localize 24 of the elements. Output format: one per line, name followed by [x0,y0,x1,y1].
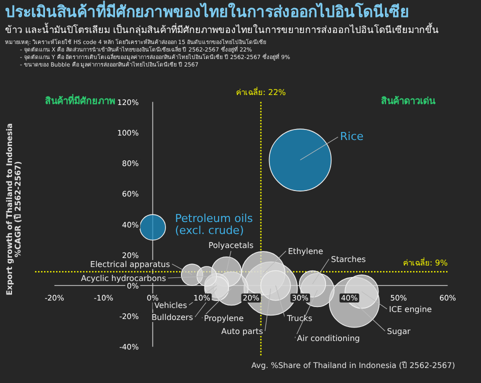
annotation: Ethylene [288,247,324,256]
annotation: Rice [340,130,364,143]
annotation: Starches [331,255,366,264]
annotation: Auto parts [221,327,263,336]
annotation: สินค้าดาวเด่น [381,95,436,107]
chart-title: ประเมินสินค้าที่มีศักยภาพของไทยในการส่งออกไปอินโดนีเซีย [5,0,409,21]
annotation: Trucks [286,314,312,323]
label: Rice [300,130,364,160]
annotation: Sugar [387,327,412,336]
annotation: ICE engine [389,305,432,314]
annotation: Air conditioning [297,334,360,343]
label: Petroleum oils (excl. crude) [175,212,253,238]
ref-line-label: ค่าเฉลี่ย: 9% [402,256,448,268]
chart-subtitle: ข้าว และน้ำมันปิโตรเลียม เป็นกลุ่มสินค้าที่มีศักยภาพของไทยในการขยายการส่งออกไปอินโดนีเซียมากขึ้น [5,22,440,36]
annotation: สินค้าที่มีศักยภาพ [45,93,115,107]
annotation: Propylene [204,314,244,323]
label: Polyacetals [206,241,256,272]
label: Acyclic hydrocarbons [80,274,208,283]
annotation: Polyacetals [208,241,254,250]
ref-line-label: ค่าเฉลี่ย: 22% [236,86,286,97]
annotation: Acyclic hydrocarbons [81,274,166,283]
annotation: Vehicles [154,301,187,310]
annotation: Electrical apparatus [90,260,170,269]
annotation: Bulldozers [151,313,193,322]
